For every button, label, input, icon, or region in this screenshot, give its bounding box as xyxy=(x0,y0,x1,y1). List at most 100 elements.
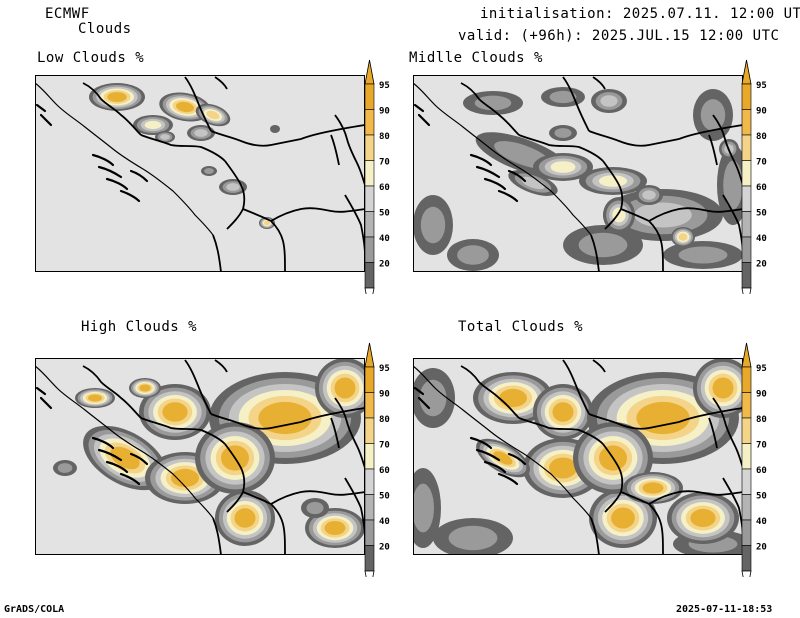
colorbar-segment xyxy=(741,211,752,238)
colorbar-tick-label: 80 xyxy=(756,132,767,142)
cloud-area xyxy=(175,101,195,113)
country-border xyxy=(588,413,680,430)
island xyxy=(507,452,527,466)
cloud-area xyxy=(88,394,102,402)
colorbar-top-arrow xyxy=(364,59,375,85)
country-border xyxy=(602,160,624,230)
colorbar-segment xyxy=(741,519,752,546)
cloud-area xyxy=(107,92,127,102)
colorbar-segment xyxy=(741,109,752,136)
colorbar-tick-label: 20 xyxy=(379,260,390,270)
cloud-area xyxy=(493,451,513,465)
island xyxy=(91,153,115,167)
cloud-area xyxy=(521,176,545,190)
footer-timestamp: 2025-07-11-18:53 xyxy=(676,604,773,615)
colorbar-segment xyxy=(741,236,752,263)
colorbar-tick-label: 70 xyxy=(379,441,390,451)
footer-software: GrADS/COLA xyxy=(4,604,65,615)
island xyxy=(413,103,425,113)
cloud-area xyxy=(499,388,527,408)
cloud-area xyxy=(139,384,151,392)
colorbar-tick-label: 40 xyxy=(379,234,390,244)
cloud-area xyxy=(270,125,280,133)
cloud-area xyxy=(634,202,692,228)
cloud-area xyxy=(234,508,256,528)
colorbar-top-arrow xyxy=(741,59,752,85)
country-border xyxy=(242,491,286,555)
country-border xyxy=(590,517,600,555)
country-border xyxy=(214,76,228,90)
cloud-area xyxy=(678,246,728,264)
country-border xyxy=(270,490,365,505)
country-border xyxy=(212,517,222,555)
cloud-area xyxy=(554,128,572,138)
valid-time: valid: (+96h): 2025.JUL.15 12:00 UTC xyxy=(458,28,780,44)
map-panel-total xyxy=(413,358,743,555)
colorbar-top-arrow xyxy=(741,342,752,368)
cloud-area xyxy=(598,175,628,187)
colorbar-segment xyxy=(364,519,375,546)
country-border xyxy=(620,491,664,555)
map-outlines xyxy=(413,76,743,272)
colorbar-bottom-arrow xyxy=(364,287,375,294)
cloud-area xyxy=(474,95,512,111)
country-border xyxy=(270,207,365,222)
cloud-area xyxy=(552,402,574,422)
colorbar-segment xyxy=(741,160,752,187)
colorbar-segment xyxy=(364,417,375,444)
map-outlines xyxy=(413,359,743,555)
island xyxy=(91,436,115,450)
colorbar-high: 95 90 80 70 60 50 40 20 xyxy=(364,342,390,577)
country-border xyxy=(330,417,340,449)
colorbar-segment xyxy=(741,494,752,521)
colorbar-tick-label: 80 xyxy=(379,415,390,425)
colorbar-tick-label: 40 xyxy=(756,517,767,527)
colorbar-segment xyxy=(741,417,752,444)
cloud-area xyxy=(642,190,656,200)
colorbar-segment xyxy=(364,236,375,263)
country-border xyxy=(592,76,606,90)
country-border xyxy=(712,397,743,469)
country-border xyxy=(708,417,718,449)
island xyxy=(129,452,149,466)
country-border xyxy=(518,134,604,162)
island xyxy=(497,189,519,203)
colorbar-tick-label: 60 xyxy=(379,466,390,476)
country-border xyxy=(602,443,624,513)
colorbar-tick-label: 40 xyxy=(756,234,767,244)
island xyxy=(119,189,141,203)
island xyxy=(417,396,431,410)
island xyxy=(475,165,501,179)
colorbar-segment xyxy=(741,185,752,212)
cloud-area xyxy=(162,402,188,422)
country-border xyxy=(562,76,590,132)
country-border xyxy=(242,208,286,272)
colorbar-segment xyxy=(364,134,375,161)
cloud-area xyxy=(550,161,576,173)
country-border xyxy=(212,234,222,272)
country-border xyxy=(518,417,604,445)
map-panel-low xyxy=(35,75,365,272)
island xyxy=(119,472,141,486)
colorbar-tick-label: 90 xyxy=(756,390,767,400)
country-border xyxy=(648,490,743,505)
island xyxy=(483,177,507,191)
colorbar-bottom-arrow xyxy=(741,287,752,294)
coastline xyxy=(35,82,214,236)
colorbar-tick-label: 80 xyxy=(379,132,390,142)
map-frame xyxy=(35,75,365,272)
cloud-area xyxy=(194,129,208,137)
cloud-area xyxy=(110,446,140,470)
island xyxy=(105,177,129,191)
panel-title-low: Low Clouds % xyxy=(37,50,145,66)
island xyxy=(497,472,519,486)
country-border xyxy=(708,134,718,166)
panel-title-middle: Midlle Clouds % xyxy=(409,50,543,66)
cloud-area xyxy=(678,233,688,241)
colorbar-tick-label: 95 xyxy=(379,81,390,91)
colorbar-tick-label: 95 xyxy=(756,364,767,374)
coastline xyxy=(413,365,592,519)
colorbar-tick-label: 70 xyxy=(379,158,390,168)
country-border xyxy=(300,407,365,423)
colorbar-low: 95 90 80 70 60 50 40 20 xyxy=(364,59,390,294)
